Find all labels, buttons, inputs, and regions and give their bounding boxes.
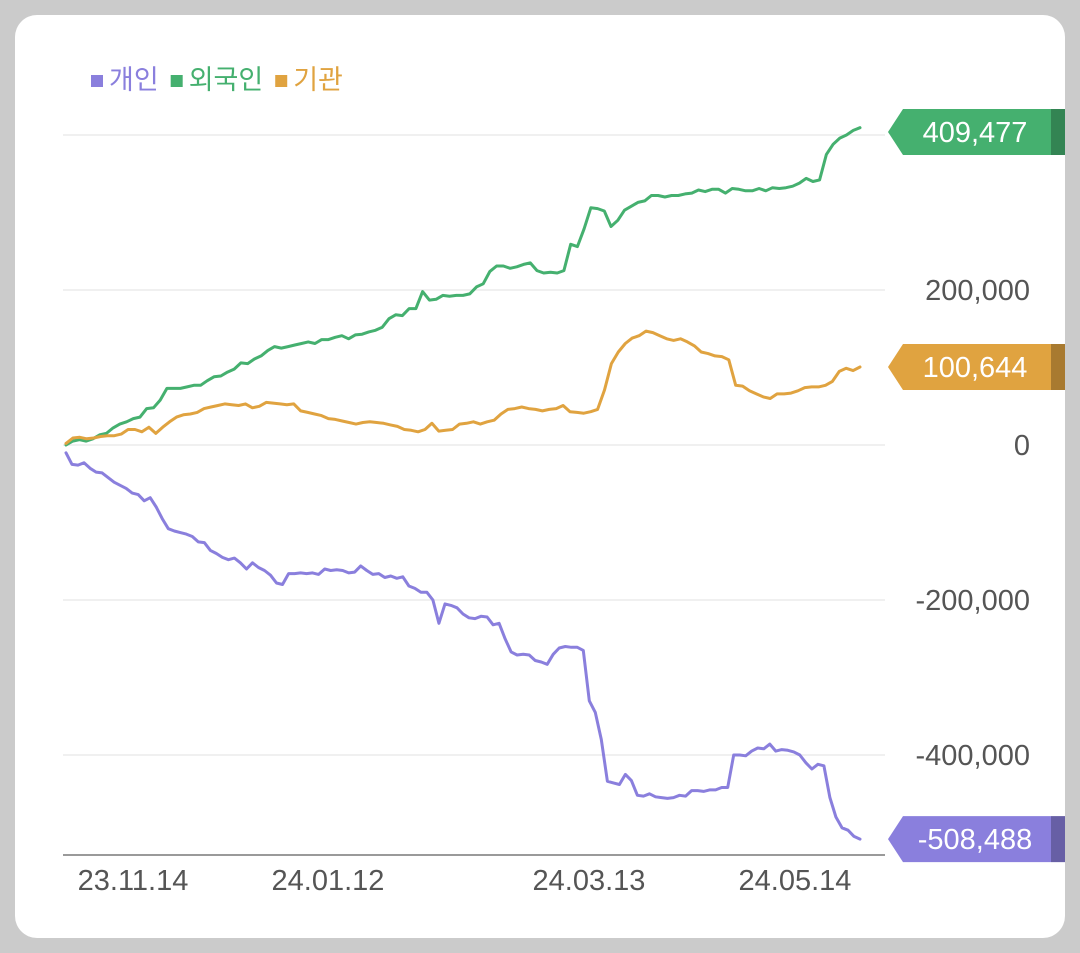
y-tick-label-3: -400,000 <box>916 740 1031 772</box>
y-tick-label-1: 0 <box>1014 430 1030 462</box>
series-line-0 <box>64 451 862 841</box>
x-tick-label-3: 24.05.14 <box>739 865 852 897</box>
end-value-tag-2 <box>888 344 1065 390</box>
legend-swatch-1 <box>170 75 183 87</box>
y-tick-label-0: 200,000 <box>925 275 1030 307</box>
investor-net-buy-chart: 개인 외국인 기관 200,000 0 -200,000 -400,000 23.11.1… <box>63 65 1065 897</box>
series-line-1 <box>64 126 862 447</box>
end-value-tag-0 <box>888 816 1065 863</box>
end-value-label-2: 100,644 <box>923 352 1028 384</box>
x-tick-label-0: 23.11.14 <box>78 865 189 897</box>
legend-label-0: 개인 <box>109 65 159 95</box>
y-tick-label-2: -200,000 <box>916 585 1031 617</box>
end-value-label-0: -508,488 <box>918 824 1033 856</box>
end-value-label-1: 409,477 <box>923 117 1028 149</box>
x-tick-label-1: 24.01.12 <box>272 865 385 897</box>
end-value-tag-shade-0 <box>1051 816 1065 863</box>
series-line-2 <box>64 329 862 445</box>
legend-swatch-0 <box>91 75 103 87</box>
end-value-tag-shade-1 <box>1051 109 1065 155</box>
legend-label-1: 외국인 <box>189 65 264 95</box>
x-tick-label-2: 24.03.13 <box>533 865 646 897</box>
legend-label-2: 기관 <box>293 65 343 95</box>
end-value-tag-1 <box>888 109 1065 155</box>
legend-swatch-2 <box>275 75 288 87</box>
end-value-tag-shade-2 <box>1051 344 1065 390</box>
chart-card: 개인 외국인 기관 200,000 0 -200,000 -400,000 23.11.1… <box>15 15 1065 938</box>
